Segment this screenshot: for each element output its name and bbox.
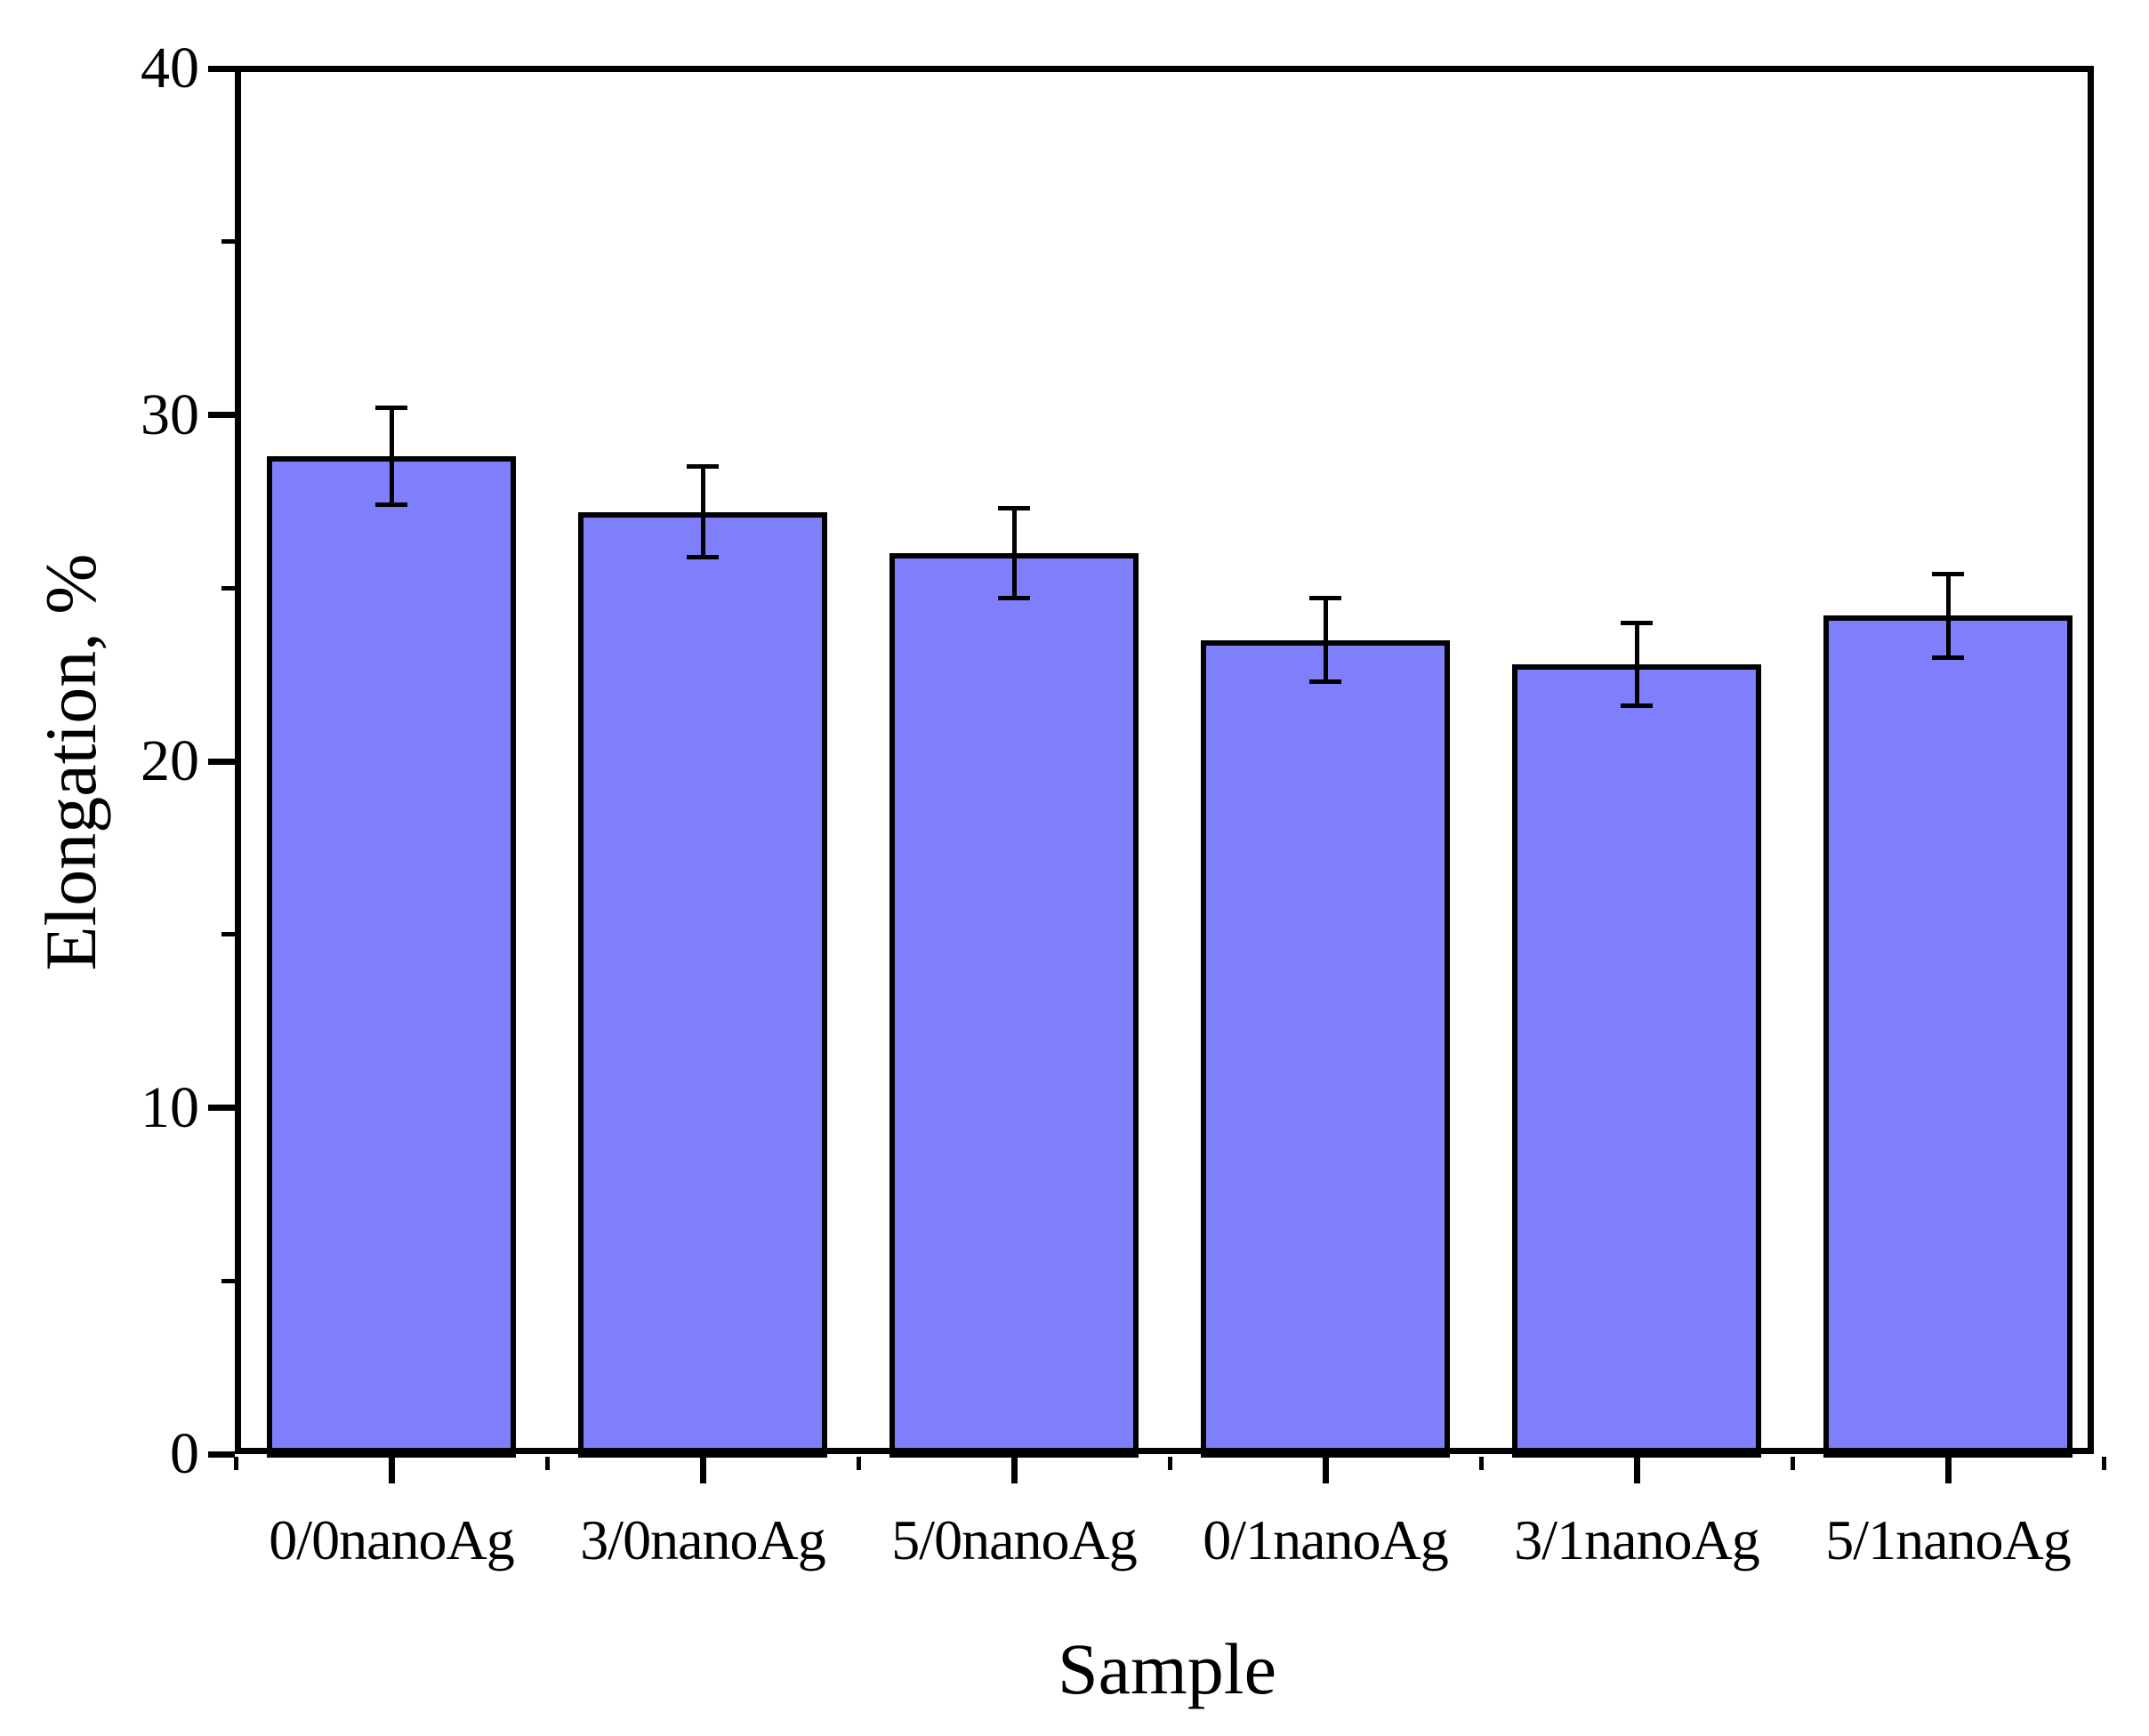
error-bar-cap-bottom-3/0nanoAg [687,554,719,559]
y-tick-label-20: 20 [141,728,199,793]
x-tick-label-0/1nanoAg: 0/1nanoAg [1203,1508,1448,1571]
error-bar-cap-top-3/1nanoAg [1621,620,1653,625]
y-minor-tick-5 [221,1278,235,1283]
y-tick-label-0: 0 [170,1421,199,1486]
x-major-tick-5/0nanoAg [1010,1457,1018,1483]
error-bar-cap-top-5/0nanoAg [998,506,1030,511]
error-bar-cap-top-3/0nanoAg [687,464,719,470]
error-bar-stem-3/1nanoAg [1634,623,1639,706]
x-minor-tick-2 [856,1457,861,1470]
y-tick-label-10: 10 [141,1074,199,1140]
y-tick-label-30: 30 [141,382,199,447]
x-major-tick-3/1nanoAg [1633,1457,1640,1483]
y-minor-tick-35 [221,239,235,245]
error-bar-cap-bottom-0/1nanoAg [1309,679,1341,684]
x-minor-tick-3 [1167,1457,1172,1470]
error-bar-cap-bottom-5/1nanoAg [1932,655,1964,660]
bar-0/1nanoAg [1201,639,1450,1458]
bar-5/0nanoAg [889,553,1139,1458]
error-bar-cap-top-5/1nanoAg [1932,572,1964,577]
y-major-tick-30 [208,412,235,418]
x-minor-tick-0 [233,1457,238,1470]
error-bar-stem-5/1nanoAg [1945,574,1951,658]
error-bar-cap-top-0/0nanoAg [375,406,407,411]
x-minor-tick-6 [2101,1457,2106,1470]
error-bar-stem-5/0nanoAg [1011,508,1017,599]
y-major-tick-40 [208,65,235,72]
x-axis-title: Sample [1058,1628,1276,1709]
x-major-tick-5/1nanoAg [1944,1457,1952,1483]
x-tick-label-5/0nanoAg: 5/0nanoAg [891,1508,1137,1571]
bar-0/0nanoAg [267,456,516,1458]
bar-3/1nanoAg [1512,663,1761,1458]
y-major-tick-10 [208,1105,235,1111]
y-axis-title: Elongation, % [30,553,111,971]
x-major-tick-3/0nanoAg [699,1457,706,1483]
error-bar-stem-3/0nanoAg [700,466,705,558]
y-major-tick-0 [208,1451,235,1458]
bar-3/0nanoAg [578,511,827,1458]
y-minor-tick-25 [221,585,235,591]
x-minor-tick-1 [544,1457,550,1470]
error-bar-cap-top-0/1nanoAg [1309,596,1341,601]
y-major-tick-20 [208,758,235,765]
y-minor-tick-15 [221,932,235,937]
x-tick-label-3/1nanoAg: 3/1nanoAg [1514,1508,1759,1571]
x-tick-label-5/1nanoAg: 5/1nanoAg [1825,1508,2071,1571]
x-major-tick-0/1nanoAg [1322,1457,1329,1483]
x-tick-label-0/0nanoAg: 0/0nanoAg [269,1508,514,1571]
error-bar-stem-0/1nanoAg [1323,598,1328,682]
bar-5/1nanoAg [1823,615,2073,1458]
y-tick-label-40: 40 [141,36,199,100]
x-major-tick-0/0nanoAg [388,1457,395,1483]
x-tick-label-3/0nanoAg: 3/0nanoAg [580,1508,825,1571]
x-minor-tick-5 [1790,1457,1795,1470]
error-bar-cap-bottom-3/1nanoAg [1621,703,1653,709]
error-bar-stem-0/0nanoAg [389,407,394,505]
error-bar-cap-bottom-0/0nanoAg [375,502,407,508]
error-bar-cap-bottom-5/0nanoAg [998,596,1030,601]
x-minor-tick-4 [1478,1457,1484,1470]
